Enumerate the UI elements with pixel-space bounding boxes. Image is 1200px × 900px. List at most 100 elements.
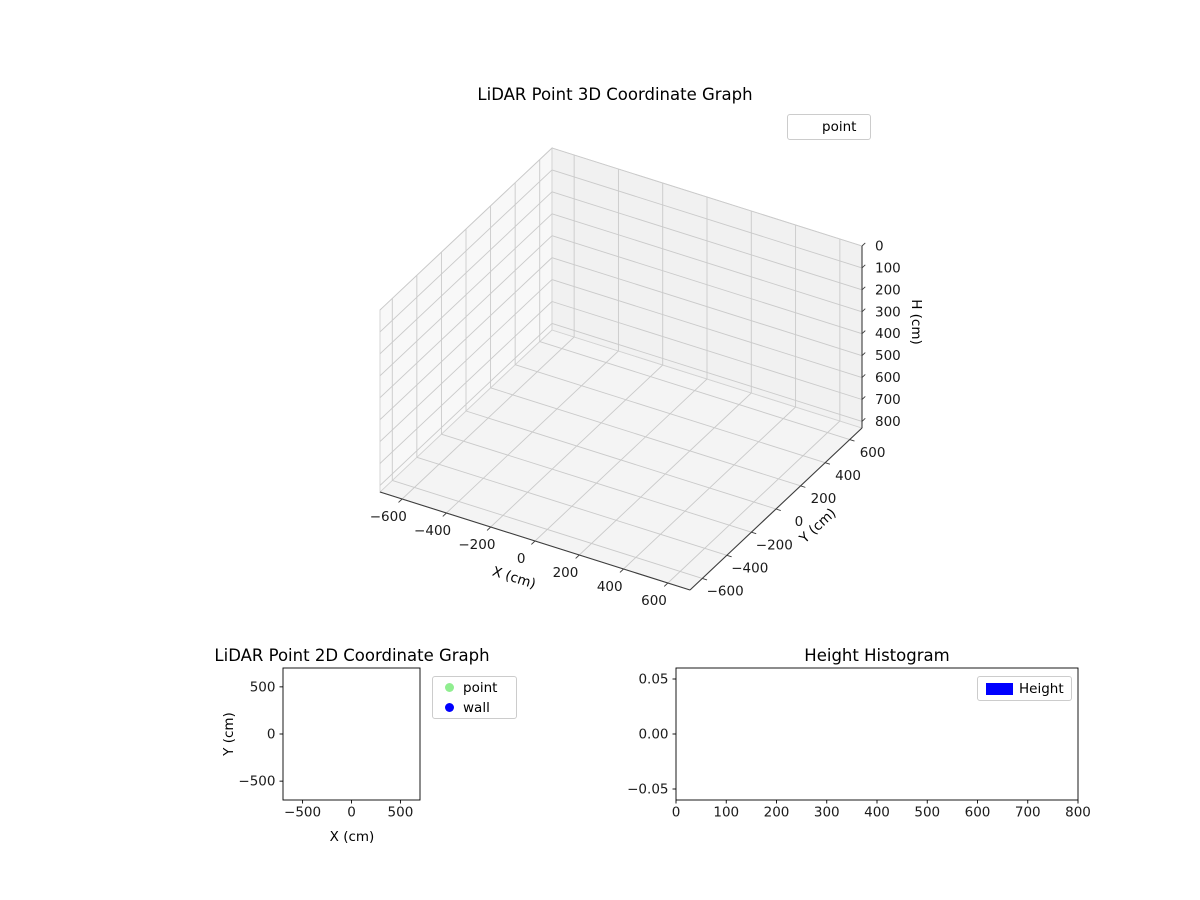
- grid-line: [441, 433, 752, 533]
- tick-label: 200: [811, 491, 837, 507]
- point-marker-icon: [445, 683, 454, 692]
- grid-line: [539, 341, 850, 441]
- tick-label: 500: [388, 805, 414, 821]
- tick-label: −200: [756, 537, 793, 553]
- tick-mark: [861, 286, 866, 291]
- tick-mark: [663, 582, 669, 587]
- grid-line: [551, 301, 863, 400]
- plot2d-legend: point wall: [432, 676, 517, 719]
- grid-line: [379, 301, 553, 464]
- tick-label: −600: [370, 509, 407, 525]
- tick-label: 0: [517, 551, 526, 567]
- grid-line: [379, 323, 553, 486]
- tick-label: −500: [238, 774, 275, 790]
- tick-label: 0: [347, 805, 356, 821]
- grid-line: [551, 169, 863, 269]
- tick-label: 600: [875, 370, 901, 386]
- grid-line: [551, 279, 863, 378]
- tick-label: 400: [835, 468, 861, 484]
- tick-label: 500: [250, 679, 276, 695]
- tick-label: 400: [597, 579, 623, 595]
- tick-mark: [861, 418, 866, 422]
- plot2d-legend-entry-point: point: [442, 680, 507, 696]
- plot2d-legend-label-wall: wall: [463, 699, 490, 716]
- grid-line: [379, 279, 553, 442]
- grid-line: [551, 213, 863, 313]
- tick-mark: [861, 308, 866, 313]
- tick-label: 0: [672, 805, 681, 821]
- hist-legend-label: Height: [1019, 680, 1064, 697]
- tick-label: 200: [764, 805, 790, 821]
- tick-label: 0.05: [638, 672, 668, 688]
- plot2d-ylabel: Y (cm): [221, 712, 237, 756]
- plot2d-axes: [282, 667, 421, 801]
- tick-mark: [751, 531, 757, 535]
- tick-mark: [398, 498, 403, 503]
- grid-line: [379, 213, 553, 377]
- grid-line: [551, 257, 863, 357]
- tick-label: 600: [641, 593, 667, 609]
- tick-label: 100: [713, 805, 739, 821]
- tick-label: 700: [1015, 805, 1041, 821]
- plot2d-xlabel: X (cm): [329, 829, 375, 845]
- tick-label: 100: [875, 260, 901, 276]
- tick-label: 0.00: [638, 727, 668, 743]
- tick-label: 0: [267, 727, 276, 743]
- tick-mark: [575, 554, 580, 559]
- tick-mark: [861, 330, 866, 335]
- grid-line: [465, 410, 777, 510]
- tick-label: 0: [795, 514, 804, 530]
- grid-line: [392, 479, 703, 579]
- tick-label: −0.05: [627, 782, 668, 798]
- grid-line: [551, 191, 863, 291]
- grid-line: [515, 364, 826, 464]
- grid-line: [379, 235, 553, 399]
- tick-label: 700: [875, 392, 901, 408]
- grid-line: [551, 322, 863, 422]
- tick-label: −500: [284, 805, 321, 821]
- plot3d-legend-marker-icon: [798, 122, 822, 132]
- tick-label: −400: [414, 523, 451, 539]
- grid-line: [551, 147, 863, 247]
- tick-mark: [861, 352, 866, 356]
- tick-mark: [442, 512, 447, 517]
- plot3d-title: LiDAR Point 3D Coordinate Graph: [477, 85, 753, 104]
- tick-label: 600: [860, 445, 886, 461]
- tick-label: 300: [875, 304, 901, 320]
- tick-label: 200: [553, 565, 579, 581]
- grid-line: [416, 456, 727, 556]
- tick-mark: [702, 577, 708, 581]
- tick-label: 600: [965, 805, 991, 821]
- hist-title: Height Histogram: [804, 646, 950, 665]
- plot2d-legend-entry-wall: wall: [442, 700, 507, 716]
- tick-label: 800: [1065, 805, 1091, 821]
- tick-label: −600: [707, 584, 744, 600]
- tick-label: 0: [875, 239, 884, 255]
- tick-label: −400: [731, 561, 768, 577]
- tick-mark: [800, 485, 806, 488]
- tick-label: 500: [875, 348, 901, 364]
- plot3d-legend: point: [787, 114, 871, 140]
- grid-line: [490, 387, 801, 487]
- grid-line: [379, 191, 553, 355]
- plot3d-legend-label: point: [822, 119, 857, 135]
- wall-marker-icon: [445, 703, 454, 712]
- tick-label: 500: [914, 805, 940, 821]
- grid-line: [551, 235, 863, 335]
- tick-mark: [486, 526, 492, 531]
- tick-mark: [726, 554, 732, 558]
- tick-mark: [861, 374, 866, 378]
- tick-label: −200: [458, 537, 495, 553]
- plot2d-title: LiDAR Point 2D Coordinate Graph: [214, 646, 490, 665]
- tick-mark: [619, 568, 624, 573]
- tick-label: 400: [864, 805, 890, 821]
- hist-legend: Height: [977, 676, 1072, 701]
- tick-mark: [849, 439, 855, 442]
- tick-label: 200: [875, 282, 901, 298]
- grid-line: [379, 147, 553, 311]
- tick-mark: [861, 242, 866, 247]
- grid-line: [379, 169, 553, 333]
- tick-label: 300: [814, 805, 840, 821]
